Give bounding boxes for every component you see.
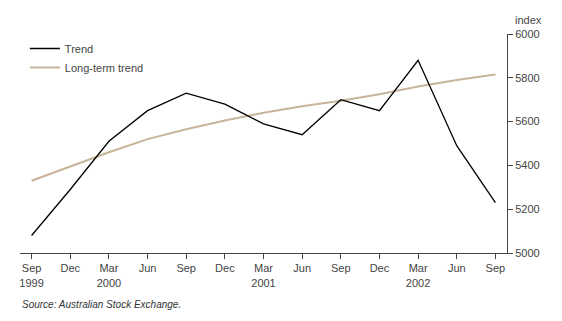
svg-text:Mar2002: Mar2002 [406,262,430,288]
svg-text:5200: 5200 [515,203,539,215]
svg-text:Dec: Dec [60,262,80,274]
svg-text:Sep: Sep [176,262,196,274]
svg-text:Long-term trend: Long-term trend [65,62,143,74]
svg-text:Jun: Jun [139,262,157,274]
svg-text:Mar2001: Mar2001 [251,262,275,288]
svg-text:index: index [515,14,542,26]
svg-text:Dec: Dec [215,262,235,274]
svg-text:Mar2000: Mar2000 [97,262,121,288]
svg-text:Dec: Dec [370,262,390,274]
svg-text:5600: 5600 [515,115,539,127]
svg-text:Sep1999: Sep1999 [19,262,43,288]
svg-text:5000: 5000 [515,247,539,259]
svg-text:5800: 5800 [515,72,539,84]
svg-text:Trend: Trend [65,43,93,55]
svg-text:Source: Australian Stock Excha: Source: Australian Stock Exchange. [22,299,181,310]
svg-text:6000: 6000 [515,28,539,40]
svg-text:Jun: Jun [293,262,311,274]
svg-text:Sep: Sep [486,262,506,274]
svg-text:Sep: Sep [331,262,351,274]
svg-text:Jun: Jun [448,262,466,274]
svg-text:5400: 5400 [515,159,539,171]
